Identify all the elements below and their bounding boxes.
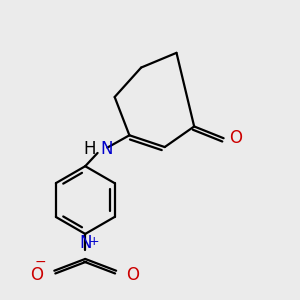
Text: O: O	[229, 129, 242, 147]
Text: +: +	[88, 235, 99, 248]
Text: O: O	[30, 266, 44, 284]
Text: N: N	[100, 140, 113, 158]
Text: O: O	[126, 266, 139, 284]
Text: N: N	[79, 235, 92, 253]
Text: H: H	[83, 140, 95, 158]
Text: −: −	[35, 254, 46, 268]
